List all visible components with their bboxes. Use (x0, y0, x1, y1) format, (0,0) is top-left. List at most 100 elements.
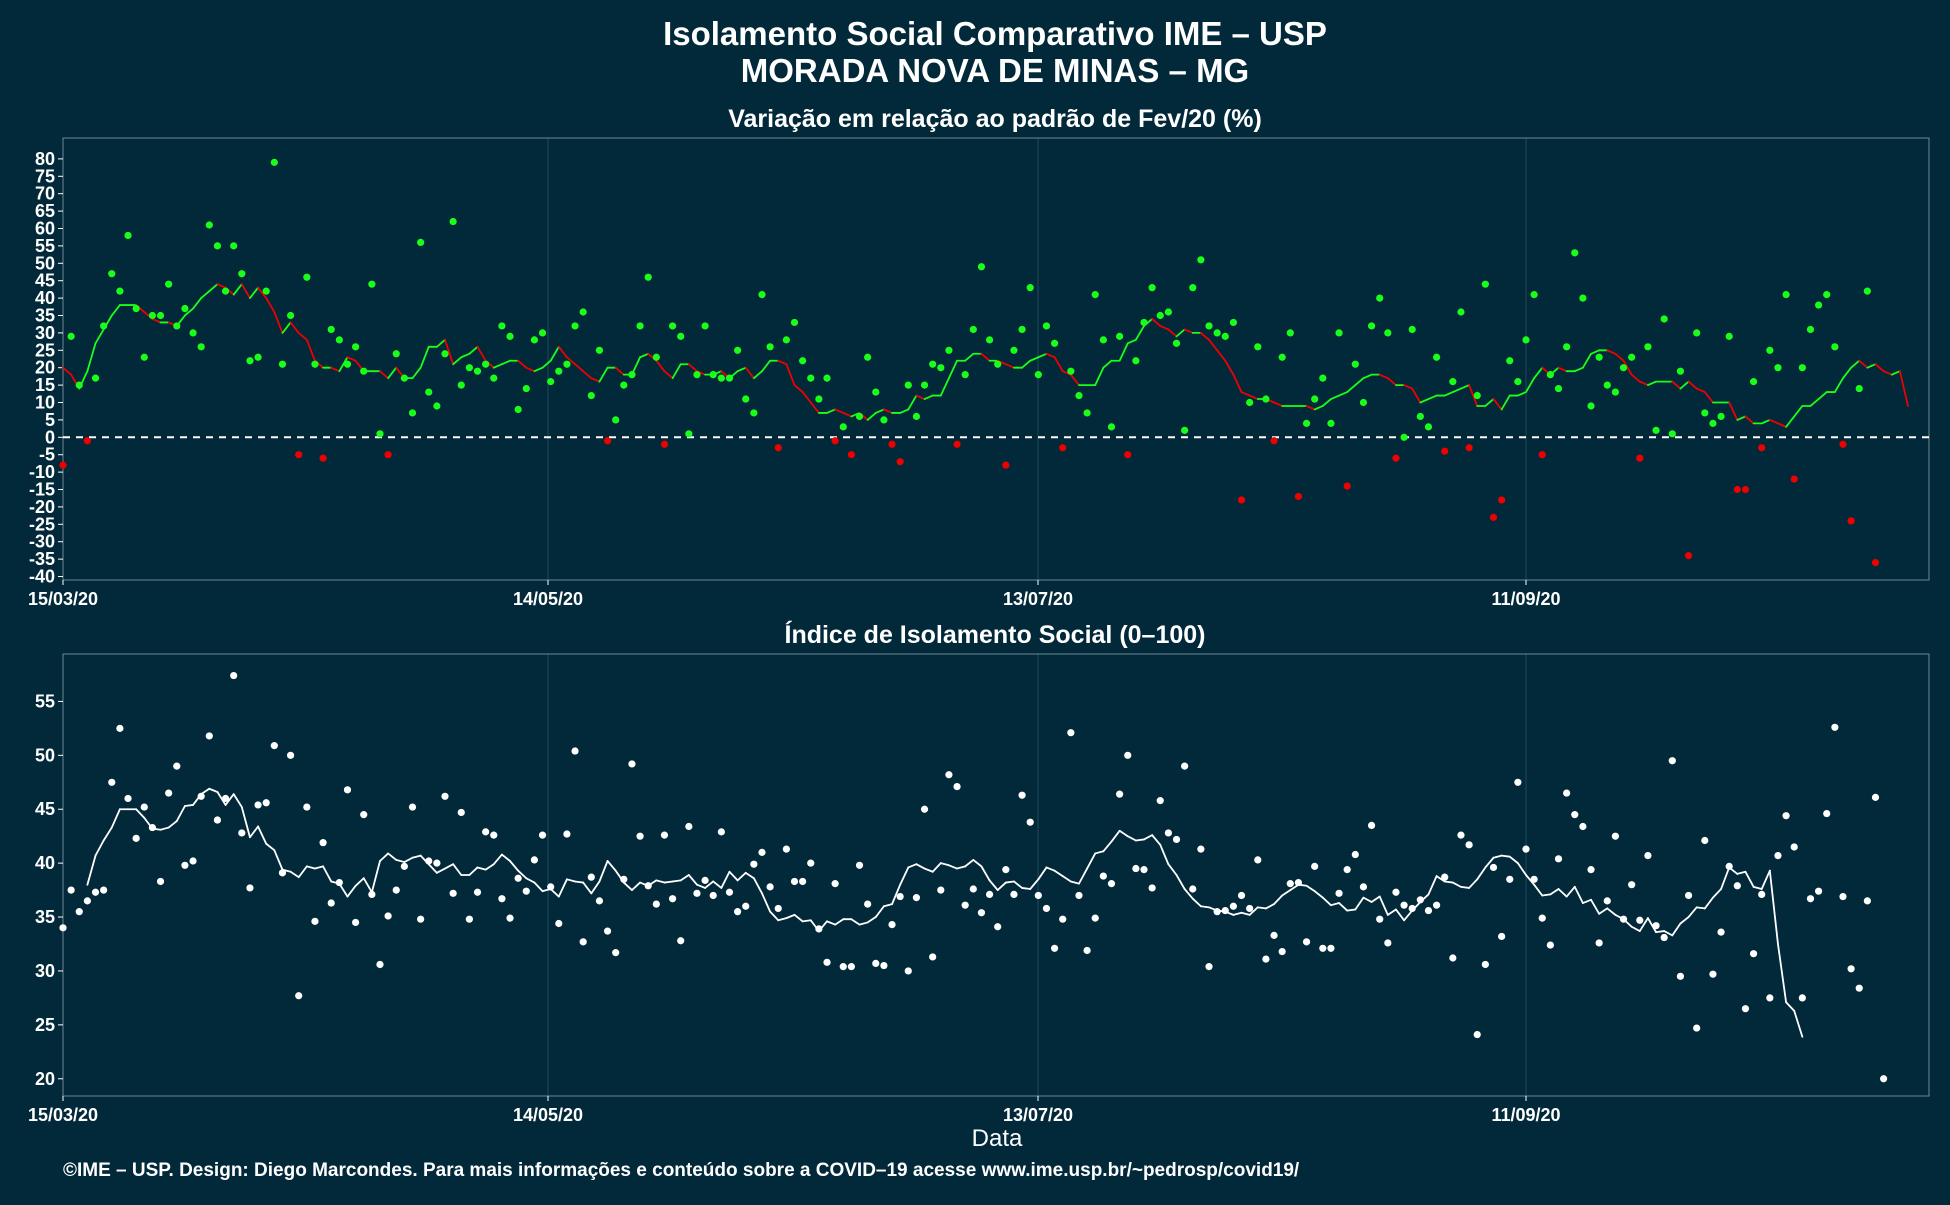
moving-average-segment (86, 854, 97, 886)
data-point (1107, 423, 1116, 431)
data-point (75, 381, 83, 389)
moving-average-segment (980, 352, 991, 362)
moving-average-segment (1744, 415, 1755, 425)
data-point (693, 371, 701, 379)
data-point (514, 874, 522, 882)
data-point (855, 412, 864, 421)
moving-average-segment (444, 863, 455, 870)
data-point (197, 343, 205, 351)
data-point (595, 897, 604, 905)
moving-average-segment (468, 345, 479, 355)
data-point (1636, 454, 1644, 462)
x-axis-title: Data (972, 1125, 1023, 1152)
moving-average-segment (533, 366, 544, 373)
data-point (254, 801, 262, 809)
moving-average-segment (1500, 394, 1511, 411)
data-point (1782, 812, 1790, 820)
data-point (766, 343, 774, 351)
data-point (1010, 890, 1018, 899)
moving-average-segment (907, 863, 918, 869)
moving-average-segment (362, 877, 373, 894)
data-point (1538, 451, 1546, 459)
data-point (506, 914, 514, 922)
data-point (1197, 845, 1205, 853)
data-point (1367, 322, 1376, 330)
data-point (1766, 994, 1774, 1002)
data-point (1229, 902, 1237, 910)
data-point (1172, 835, 1181, 844)
moving-average-segment (1460, 384, 1471, 390)
data-point (205, 221, 213, 229)
data-point (530, 856, 539, 864)
moving-average-segment (346, 884, 357, 898)
moving-average-segment (1760, 869, 1771, 890)
data-point (100, 322, 108, 330)
data-point (246, 884, 254, 892)
moving-average-segment (566, 878, 576, 883)
y-tick-label: 25 (35, 1015, 55, 1035)
data-point (1376, 294, 1384, 302)
moving-average-segment (305, 865, 316, 870)
data-point (1571, 811, 1579, 819)
data-point (1563, 789, 1571, 797)
moving-average-segment (216, 283, 227, 289)
data-point (522, 384, 530, 393)
data-point (1880, 1075, 1888, 1083)
moving-average-segment (671, 363, 682, 380)
data-point (945, 771, 953, 779)
data-point (465, 364, 473, 372)
moving-average-segment (151, 318, 162, 324)
moving-average-segment (720, 870, 731, 889)
moving-average-segment (379, 852, 390, 862)
data-point (1611, 832, 1620, 840)
moving-average-segment (874, 408, 885, 414)
data-point (1871, 793, 1880, 801)
moving-average-segment (614, 366, 625, 376)
moving-average-segment (541, 359, 552, 369)
data-point (1489, 513, 1498, 521)
moving-average-segment (883, 903, 893, 908)
moving-average-segment (1785, 415, 1796, 428)
moving-average-segment (1638, 917, 1649, 932)
moving-average-segment (305, 338, 316, 362)
moving-average-segment (1362, 896, 1373, 903)
data-point (1359, 883, 1368, 891)
data-point (124, 794, 132, 803)
data-point (864, 353, 872, 361)
data-point (1741, 1005, 1750, 1013)
moving-average-segment (1199, 905, 1210, 909)
moving-average-segment (549, 888, 560, 898)
y-tick-label: 55 (35, 236, 55, 256)
moving-average-segment (1061, 875, 1072, 883)
moving-average-segment (232, 283, 243, 296)
data-point (1717, 412, 1725, 421)
moving-average-segment (322, 865, 333, 883)
moving-average-segment (1183, 888, 1194, 900)
data-point (392, 886, 400, 894)
data-point (969, 325, 977, 334)
moving-average-segment (1541, 893, 1552, 897)
moving-average-segment (996, 881, 1007, 891)
moving-average-segment (1273, 401, 1284, 407)
data-point (725, 888, 734, 896)
moving-average-segment (1777, 422, 1787, 428)
y-tick-label: -35 (29, 549, 55, 569)
moving-average-segment (687, 363, 698, 373)
data-point (1806, 895, 1815, 903)
moving-average-segment (1565, 885, 1576, 898)
data-point (1359, 398, 1368, 407)
data-point (758, 848, 766, 856)
moving-average-segment (476, 866, 487, 871)
moving-average-segment (1208, 338, 1219, 352)
data-point (823, 958, 831, 966)
data-point (774, 444, 782, 452)
data-point (433, 859, 441, 867)
moving-average-segment (1793, 1009, 1804, 1038)
moving-average-segment (939, 862, 950, 867)
data-point (205, 732, 213, 740)
data-point (1798, 994, 1806, 1002)
data-point (1660, 933, 1668, 942)
data-point (1124, 751, 1132, 759)
data-point (148, 311, 157, 320)
moving-average-segment (687, 874, 698, 886)
